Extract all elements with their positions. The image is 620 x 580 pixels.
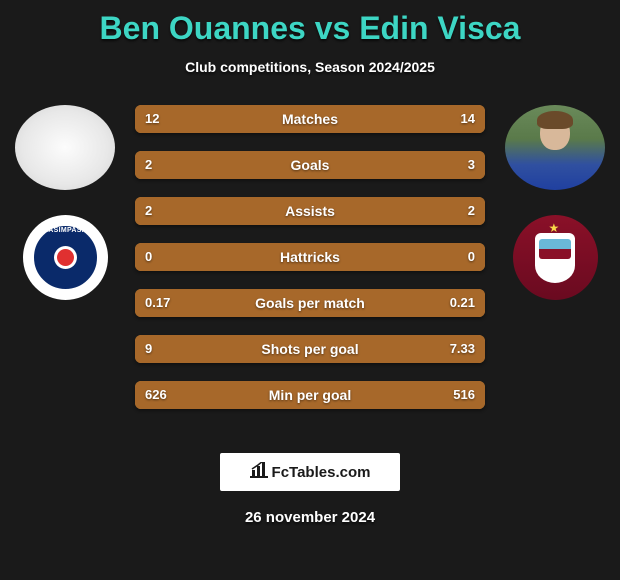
star-icon: ★	[549, 221, 560, 235]
stat-row: Assists2 2	[135, 197, 485, 225]
stat-value-left: 626	[145, 381, 167, 409]
player-left-avatar	[15, 105, 115, 190]
stat-value-left: 12	[145, 105, 159, 133]
stat-value-left: 2	[145, 197, 152, 225]
stat-value-right: 3	[468, 151, 475, 179]
stats-bars: Matches1214Goals23Assists22Hattricks00Go…	[135, 105, 485, 427]
page-title: Ben Ouannes vs Edin Visca	[0, 0, 620, 47]
stat-row: Hattricks0 0	[135, 243, 485, 271]
stat-value-right: 2	[468, 197, 475, 225]
season-subtitle: Club competitions, Season 2024/2025	[0, 59, 620, 75]
stat-label: Min per goal	[135, 381, 485, 409]
stat-row: Matches12 14	[135, 105, 485, 133]
stat-label: Hattricks	[135, 243, 485, 271]
player-right-club-badge: ★	[513, 215, 598, 300]
footer-date: 26 november 2024	[0, 509, 620, 526]
stat-label: Shots per goal	[135, 335, 485, 363]
stat-value-left: 9	[145, 335, 152, 363]
stat-label: Assists	[135, 197, 485, 225]
stat-value-right: 0	[468, 243, 475, 271]
player-left-club-badge: KASIMPASA	[23, 215, 108, 300]
left-player-column: KASIMPASA	[10, 105, 120, 300]
comparison-content: KASIMPASA ★ Matches1214Goals23Assists22H…	[0, 105, 620, 435]
club-left-name: KASIMPASA	[23, 227, 108, 234]
player-right-avatar	[505, 105, 605, 190]
stat-value-right: 0.21	[450, 289, 475, 317]
stat-label: Goals	[135, 151, 485, 179]
right-player-column: ★	[500, 105, 610, 300]
stat-row: Goals per match0.17 0.21	[135, 289, 485, 317]
stat-label: Matches	[135, 105, 485, 133]
stat-row: Shots per goal9 7.33	[135, 335, 485, 363]
stat-value-left: 2	[145, 151, 152, 179]
stat-value-right: 7.33	[450, 335, 475, 363]
stat-value-left: 0	[145, 243, 152, 271]
stat-row: Min per goal626 516	[135, 381, 485, 409]
stat-value-right: 516	[453, 381, 475, 409]
site-badge: FcTables.com	[220, 453, 400, 491]
chart-icon	[250, 462, 268, 483]
stat-value-left: 0.17	[145, 289, 170, 317]
stat-row: Goals2 3	[135, 151, 485, 179]
stat-value-right: 14	[461, 105, 475, 133]
site-name: FcTables.com	[272, 464, 371, 481]
stat-label: Goals per match	[135, 289, 485, 317]
